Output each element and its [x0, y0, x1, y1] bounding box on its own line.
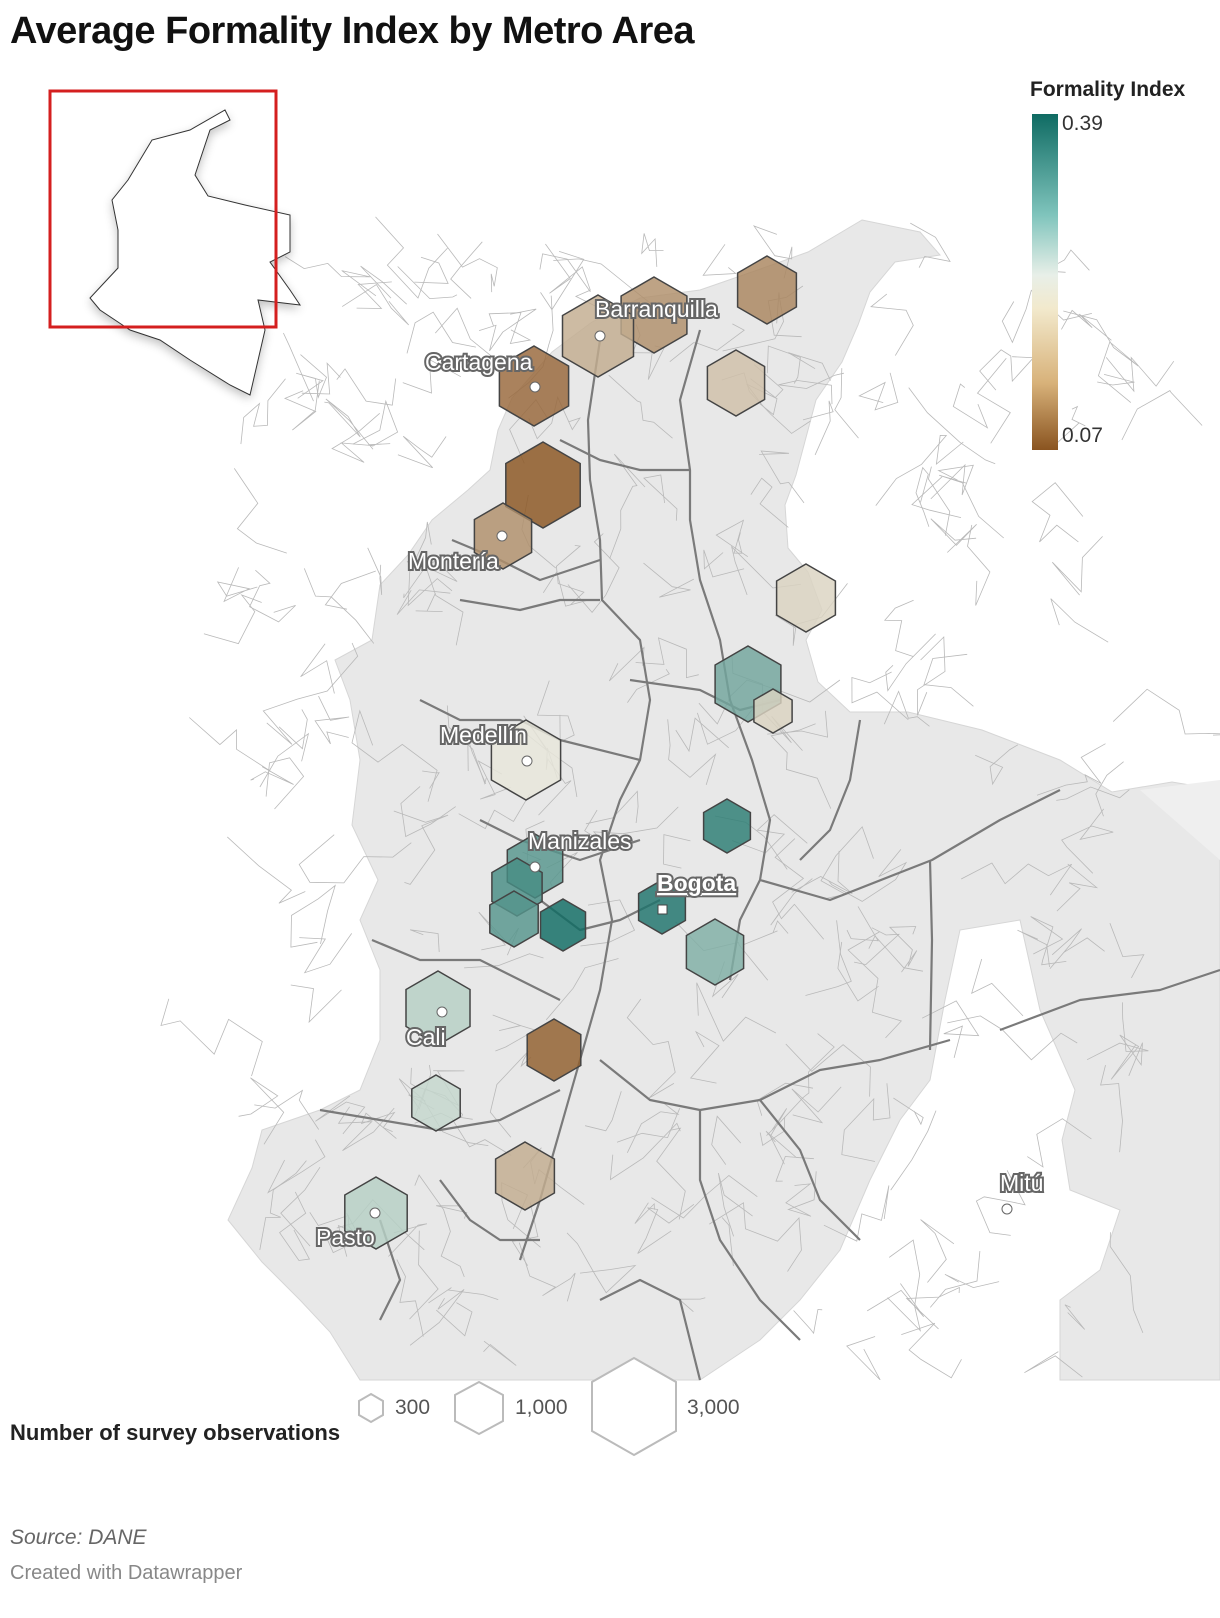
hexbin-villavicencio[interactable] — [685, 918, 745, 986]
hexbin-popayan[interactable] — [411, 1074, 461, 1132]
city-dot-medellin — [521, 755, 533, 767]
hexbin-cali[interactable] — [405, 970, 471, 1046]
size-legend-label-1000: 1,000 — [515, 1396, 568, 1419]
city-dot-pasto — [369, 1207, 381, 1219]
city-dot-cali — [436, 1006, 448, 1018]
city-label-cartagena: Cartagena — [425, 349, 533, 375]
city-label-manizales: Manizales — [528, 828, 632, 854]
color-legend-title: Formality Index — [1030, 78, 1186, 101]
city-label-mitu: Mitú — [1000, 1170, 1043, 1196]
city-dot-cartagena — [529, 381, 541, 393]
source-note: Source: DANE — [10, 1526, 147, 1549]
hexbin-neiva[interactable] — [526, 1018, 582, 1082]
size-legend-label-300: 300 — [395, 1396, 431, 1419]
city-label-barranquilla: Barranquilla — [595, 296, 718, 322]
hexbin-sincelejo[interactable] — [505, 441, 581, 529]
size-hex-300 — [358, 1392, 384, 1424]
municipality-boundaries — [160, 216, 1220, 1380]
hexbin-ibague[interactable] — [539, 898, 587, 952]
hexbin-florencia[interactable] — [494, 1141, 556, 1211]
chart-title: Average Formality Index by Metro Area — [10, 10, 695, 52]
hexbin-tunja[interactable] — [702, 798, 752, 854]
hexbin-bucaramanga-2[interactable] — [753, 688, 793, 734]
city-label-medellin: Medellín — [440, 722, 527, 748]
city-label-cali: Cali — [406, 1024, 446, 1050]
hexbin-santa-marta[interactable] — [736, 255, 798, 325]
hexbin-barranquilla-east[interactable] — [620, 276, 688, 354]
city-dot-manizales — [529, 861, 541, 873]
city-markers — [369, 330, 1013, 1219]
size-legend-hexes — [358, 1356, 677, 1457]
color-legend-max-label: 0.39 — [1062, 112, 1103, 135]
size-hex-3000 — [591, 1356, 677, 1457]
datawrapper-credit: Created with Datawrapper — [10, 1562, 243, 1584]
department-boundaries — [319, 329, 1220, 1381]
city-dot-monteria — [496, 530, 508, 542]
city-dot-barranquilla — [594, 330, 606, 342]
size-hex-1000 — [454, 1380, 504, 1436]
color-legend-gradient — [1032, 114, 1058, 450]
hexbin-cucuta[interactable] — [775, 563, 837, 633]
city-labels: Barranquilla Cartagena Montería Medellín… — [314, 294, 1045, 1252]
city-label-monteria: Montería — [408, 548, 499, 574]
hexbin-armenia[interactable] — [489, 890, 539, 948]
size-legend-label-3000: 3,000 — [687, 1396, 740, 1419]
size-legend-title: Number of survey observations — [10, 1420, 341, 1445]
hexbin-valledupar[interactable] — [706, 349, 766, 417]
inset-locator-map — [48, 89, 302, 399]
inset-highlight-box — [48, 89, 278, 329]
city-dot-mitu — [1001, 1203, 1013, 1215]
city-label-bogota: Bogota — [657, 870, 736, 896]
city-label-pasto: Pasto — [316, 1224, 375, 1250]
capital-marker-bogota — [657, 904, 668, 915]
color-legend-min-label: 0.07 — [1062, 424, 1103, 447]
